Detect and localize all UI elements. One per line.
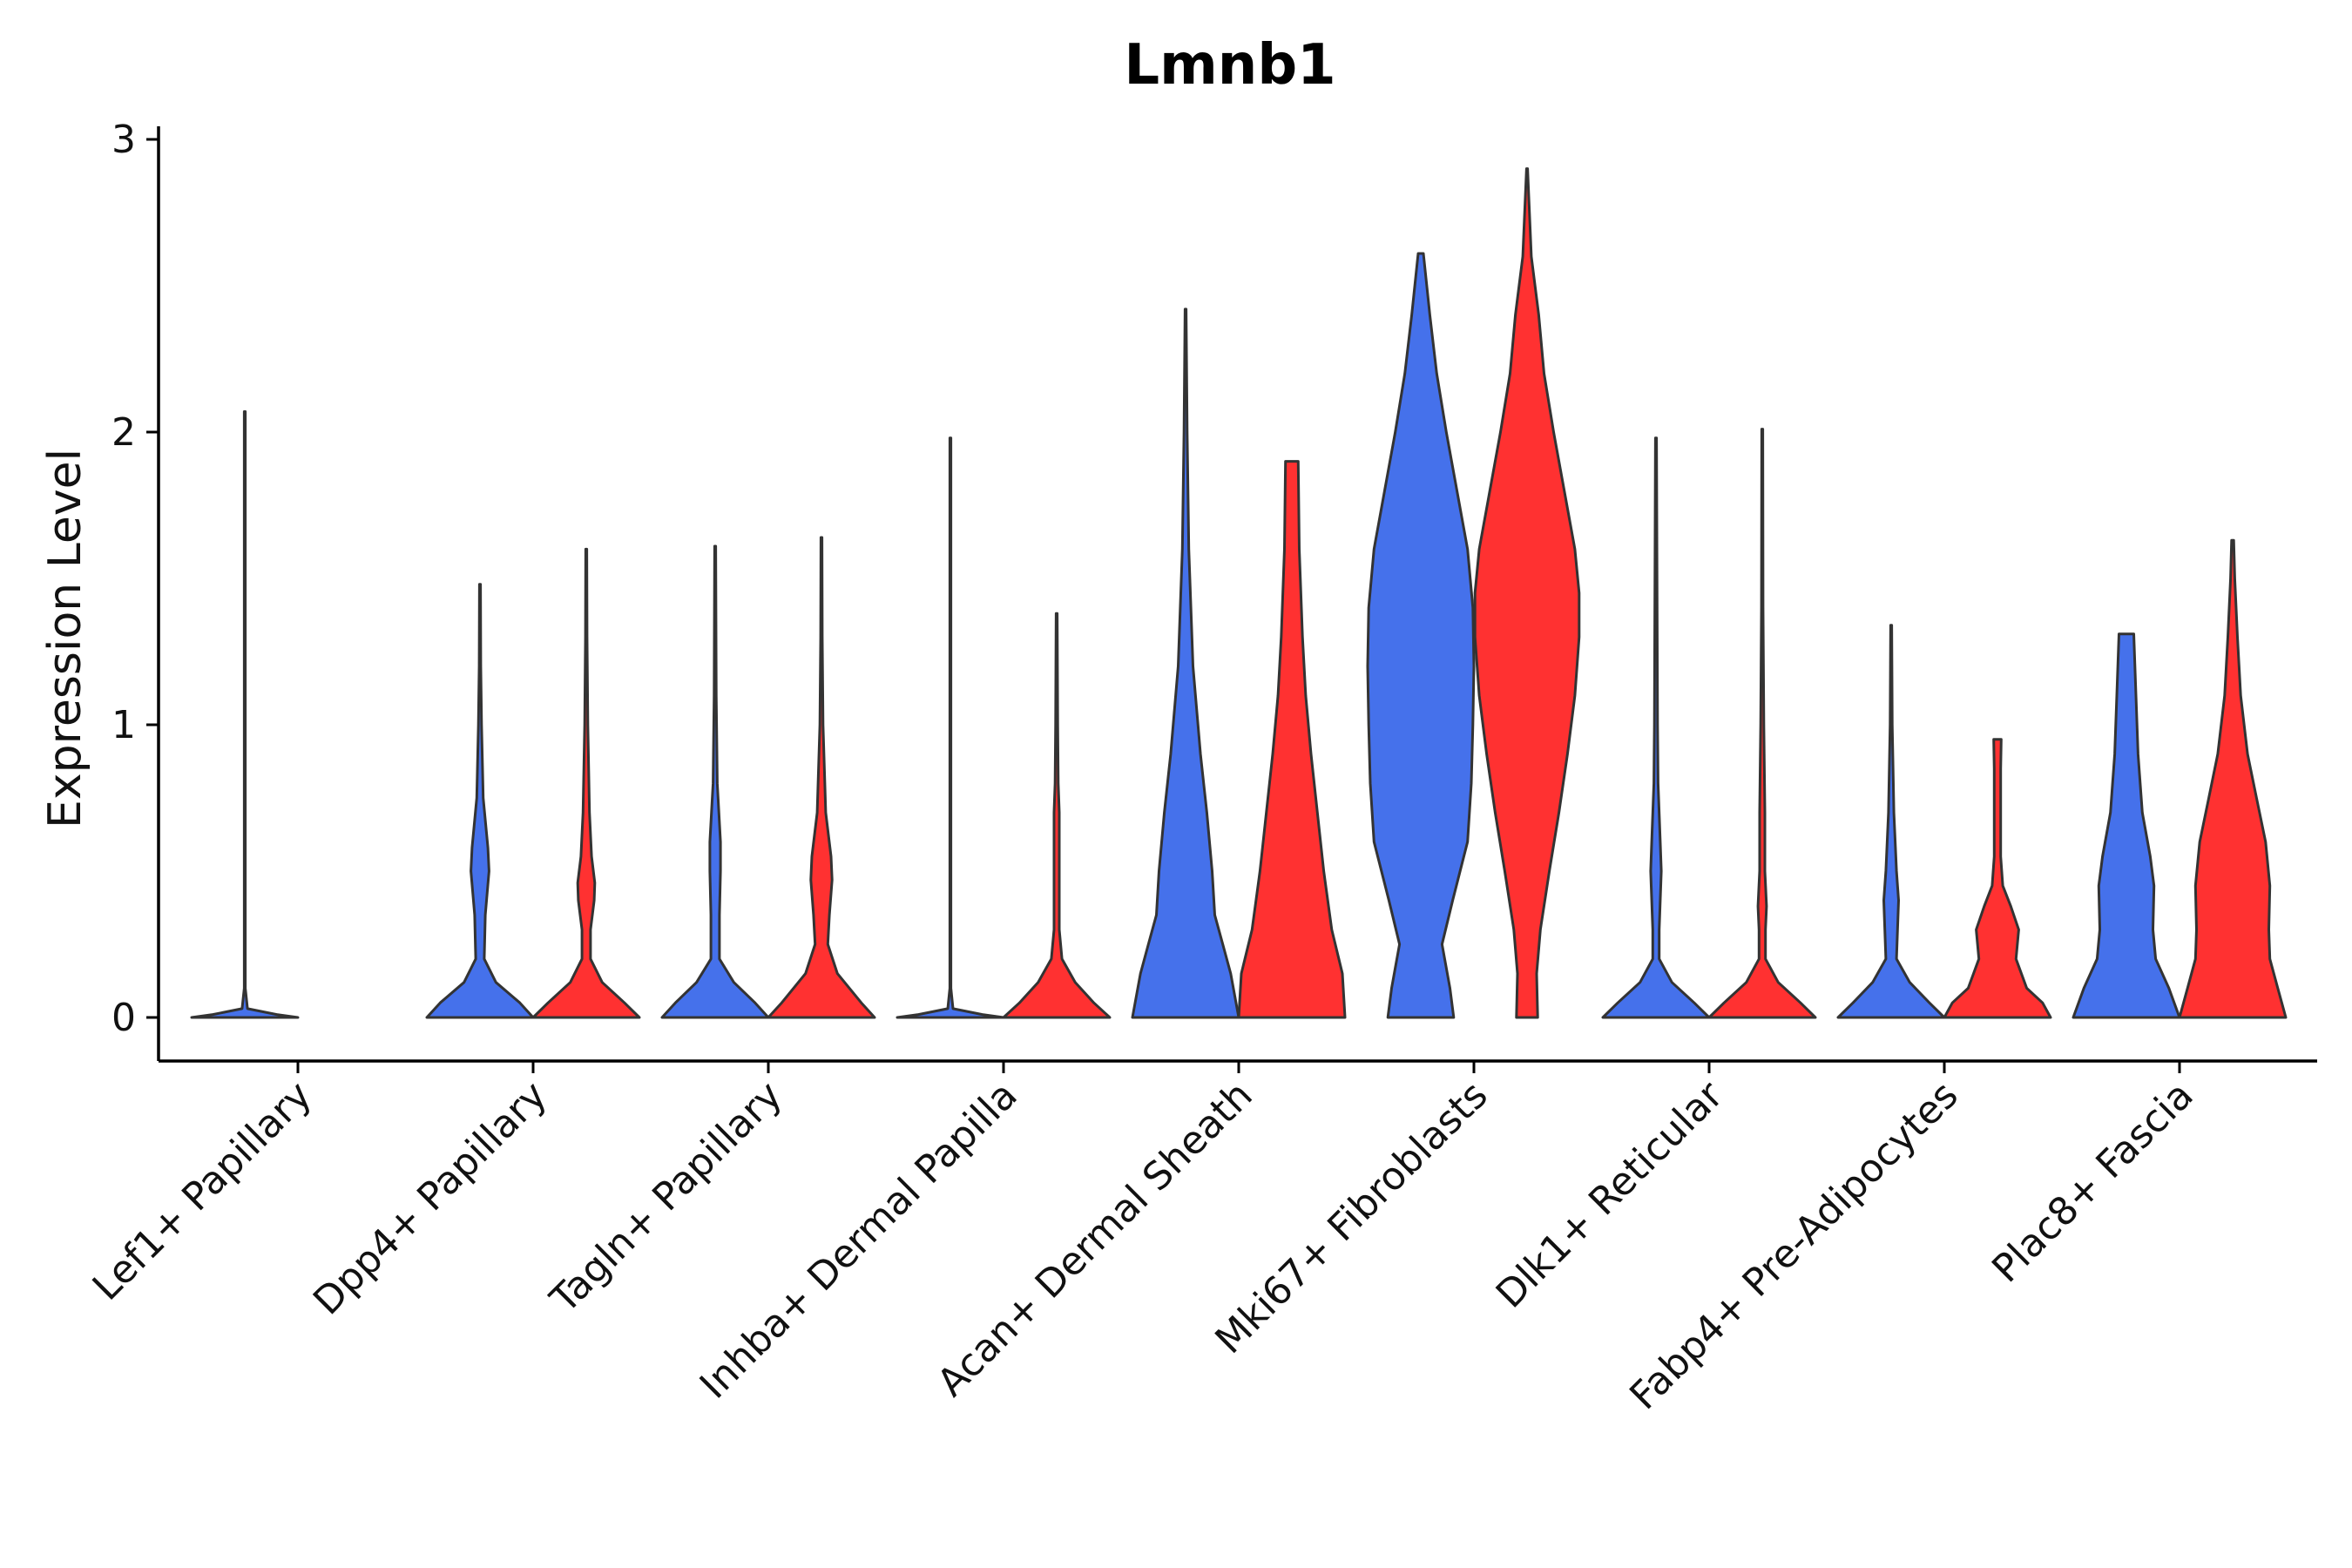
violin-mki67-fibroblasts-blue [1366, 252, 1476, 1019]
violin-tagln-papillary-blue [660, 544, 770, 1019]
y-tick-label: 2 [112, 410, 136, 455]
violin-dlk1-reticular-blue [1601, 436, 1711, 1019]
y-tick-label: 3 [112, 118, 136, 162]
y-axis-label: Expression Level [39, 449, 91, 828]
y-tick-label: 0 [112, 996, 136, 1040]
violin-dpp4-papillary-blue [425, 583, 535, 1019]
violin-plac8-fascia-red [2178, 538, 2288, 1019]
violin-dlk1-reticular-red [1707, 428, 1817, 1019]
chart-title: Lmnb1 [1124, 33, 1335, 98]
x-tick-label-lef1-papillary: Lef1+ Papillary [84, 1073, 321, 1309]
violin-dpp4-papillary-red [531, 547, 641, 1019]
violin-fabp4-pre-adipocytes-red [1943, 738, 2052, 1019]
violin-fabp4-pre-adipocytes-blue [1836, 624, 1946, 1019]
violin-plac8-fascia-blue [2072, 632, 2181, 1019]
violin-layer [190, 167, 2288, 1019]
x-tick-label-tagln-papillary: Tagln+ Papillary [542, 1073, 791, 1322]
violin-acan-dermal-sheath-blue [1131, 308, 1240, 1019]
violin-inhba-dermal-papilla-red [1002, 612, 1112, 1019]
x-tick-label-mki67-fibroblasts: Mki67+ Fibroblasts [1206, 1073, 1496, 1362]
x-tick-label-dlk1-reticular: Dlk1+ Reticular [1488, 1072, 1733, 1317]
violin-acan-dermal-sheath-red [1237, 460, 1347, 1019]
x-tick-label-dpp4-papillary: Dpp4+ Papillary [305, 1073, 556, 1324]
violin-tagln-papillary-red [767, 536, 876, 1019]
x-tick-label-plac8-fascia: Plac8+ Fascia [1984, 1073, 2202, 1292]
violin-inhba-dermal-papilla-blue [896, 436, 1005, 1019]
y-tick-label: 1 [112, 703, 136, 747]
violin-mki67-fibroblasts-red [1473, 167, 1581, 1019]
violin-lef1-papillary-blue [190, 410, 300, 1019]
